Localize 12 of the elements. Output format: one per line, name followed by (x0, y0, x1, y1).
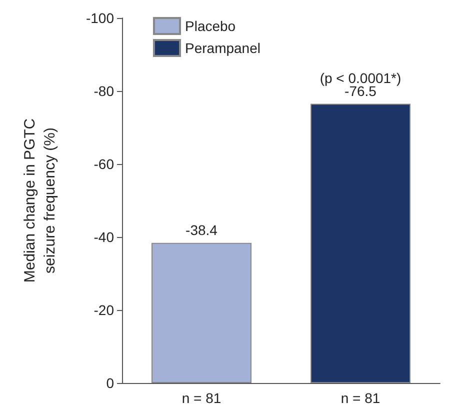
data-label: -38.4 (186, 222, 218, 238)
y-tick-label: 0 (106, 375, 114, 391)
x-tick-label: n = 81 (340, 390, 380, 406)
x-tick-label: n = 81 (182, 390, 222, 406)
y-tick-label: -100 (86, 10, 114, 26)
y-tick-label: -20 (94, 302, 114, 318)
y-tick-label: -60 (94, 156, 114, 172)
legend-label: Placebo (185, 18, 236, 34)
legend-label: Perampanel (185, 40, 260, 56)
y-tick-label: -80 (94, 83, 114, 99)
y-tick-label: -40 (94, 229, 114, 245)
y-axis-title: Median change in PGTC seizure frequency (%) (22, 118, 58, 283)
